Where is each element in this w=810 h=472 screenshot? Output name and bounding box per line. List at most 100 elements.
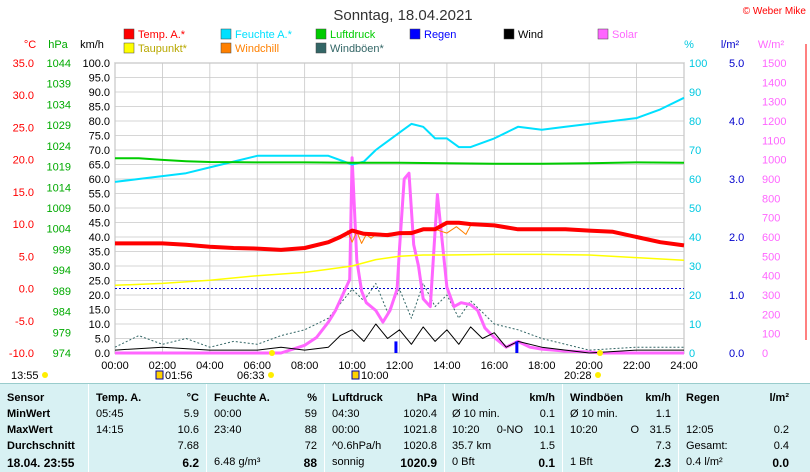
axis-tick-label: 50 <box>689 203 701 215</box>
stats-time: 10:20 <box>570 424 598 436</box>
axis-tick-label: 15.0 <box>89 305 110 317</box>
axis-tick-label: 2.0 <box>729 232 744 244</box>
axis-tick-label: 75.0 <box>89 131 110 143</box>
axis-tick-label-x: 06:00 <box>243 360 271 372</box>
stats-value: 1.1 <box>655 408 671 420</box>
legend-swatch <box>220 42 232 54</box>
axis-tick-label: 90 <box>689 87 701 99</box>
axis-tick-label: 0.0 <box>95 348 110 360</box>
axis-tick-label: 974 <box>53 348 71 360</box>
stats-value: 1020.4 <box>403 408 437 420</box>
stats-value: 0.2 <box>773 424 789 436</box>
stats-time: Ø 10 min. <box>452 408 500 420</box>
axis-tick-label: 1300 <box>762 97 786 109</box>
unit-humidity: % <box>684 39 694 51</box>
stats-unit: °C <box>186 392 199 404</box>
stats-column: Wind km/h Ø 10 min. 10:20 35.7 km 0 Bft 0-NO 0.… <box>444 384 563 472</box>
axis-tick-label: 100 <box>762 329 780 341</box>
stats-time: 14:15 <box>96 424 124 436</box>
event-label: 10:00 <box>361 370 389 382</box>
series-line-taupunkt <box>114 253 685 287</box>
stats-header: Luftdruck <box>332 392 383 404</box>
axis-tick-label: 800 <box>762 193 780 205</box>
axis-tick-label: 15.0 <box>13 187 34 199</box>
stats-header: Feuchte A. <box>214 392 270 404</box>
axis-tick-label: 35.0 <box>13 58 34 70</box>
legend-swatch <box>315 28 327 40</box>
legend-label: Solar <box>612 29 638 41</box>
event-dot <box>42 372 48 378</box>
axis-tick-label: 50.0 <box>89 203 110 215</box>
stats-column: Windböen km/h Ø 10 min. 10:20 1 Bft O 1.1 31.5 7… <box>562 384 679 472</box>
stats-value: 0.0 <box>772 456 789 470</box>
axis-tick-label: 0.0 <box>19 284 34 296</box>
stats-time: 10:20 <box>452 424 480 436</box>
stats-value: 7.68 <box>177 440 199 452</box>
axis-tick-label: 90.0 <box>89 87 110 99</box>
stats-value: 1020.9 <box>400 456 437 470</box>
stats-row-label: 18.04. 23:55 <box>7 456 75 470</box>
axis-tick-label: 5.0 <box>729 58 744 70</box>
axis-marker-dot <box>269 350 275 356</box>
axis-tick-label: 70 <box>689 145 701 157</box>
axis-tick-label-x: 18:00 <box>528 360 556 372</box>
axis-tick-label: 600 <box>762 232 780 244</box>
axis-tick-label: 35.0 <box>89 247 110 259</box>
axis-tick-label: 300 <box>762 290 780 302</box>
axis-tick-label-x: 08:00 <box>291 360 319 372</box>
axis-tick-label: 20 <box>689 290 701 302</box>
legend-swatch <box>409 28 421 40</box>
stats-value: 2.3 <box>654 456 671 470</box>
axis-tick-label: 900 <box>762 174 780 186</box>
axis-tick-label: 80 <box>689 116 701 128</box>
stats-column: Sensor MinWert MaxWert Durchschnitt 18.04. 2… <box>0 384 88 472</box>
axis-tick-label: 1034 <box>47 99 71 111</box>
axis-tick-label: 1039 <box>47 79 71 91</box>
legend-label: Windchill <box>235 43 279 55</box>
stats-value: 7.3 <box>655 440 671 452</box>
axis-tick-label: 100 <box>689 58 707 70</box>
chart-events: 13:55 01:56 06:33 10:00 20:28 <box>11 350 603 382</box>
event-label: 06:33 <box>237 370 265 382</box>
stats-time: 1 Bft <box>570 456 593 468</box>
axis-tick-label: 200 <box>762 309 780 321</box>
axis-tick-label: 979 <box>53 327 71 339</box>
axis-tick-label: 40 <box>689 232 701 244</box>
axis-tick-label: 45.0 <box>89 218 110 230</box>
axis-tick-label: 65.0 <box>89 160 110 172</box>
stats-value: 1021.8 <box>403 424 437 436</box>
stats-header: Temp. A. <box>96 392 142 404</box>
rain-bar <box>515 341 519 353</box>
unit-temp: °C <box>24 39 36 51</box>
stats-value: 88 <box>304 424 317 436</box>
legend-label: Wind <box>518 29 543 41</box>
axis-tick-label: 1019 <box>47 162 71 174</box>
axis-tick-label-x: 02:00 <box>149 360 177 372</box>
axis-tick-label: 989 <box>53 286 71 298</box>
stats-time: 6.48 g/m³ <box>214 456 261 468</box>
stats-extra: 0-NO <box>496 424 523 436</box>
axis-tick-label: 20.0 <box>89 290 110 302</box>
stats-value: 72 <box>304 440 317 452</box>
stats-unit: l/m² <box>769 392 789 404</box>
axis-tick-label: 70.0 <box>89 145 110 157</box>
axis-tick-label: 95.0 <box>89 73 110 85</box>
stats-time: 0.4 l/m² <box>686 456 723 468</box>
axis-tick-label: 30.0 <box>89 261 110 273</box>
event-label: 01:56 <box>165 370 193 382</box>
unit-hpa: hPa <box>48 39 68 51</box>
legend-swatch <box>123 28 135 40</box>
stats-table: Sensor MinWert MaxWert Durchschnitt 18.04. 2… <box>0 383 810 472</box>
stats-column: Feuchte A.% 00:00 23:40 6.48 g/m³ 59 88 72 88 <box>206 384 325 472</box>
axis-tick-label-x: 24:00 <box>670 360 698 372</box>
stats-unit: hPa <box>416 392 437 404</box>
axis-tick-label: 55.0 <box>89 189 110 201</box>
axis-tick-label: 60 <box>689 174 701 186</box>
axis-tick-label-x: 00:00 <box>101 360 129 372</box>
stats-value: 31.5 <box>649 424 671 436</box>
chart-grid <box>114 62 685 354</box>
legend-label: Temp. A.* <box>138 29 186 41</box>
stats-time: 00:00 <box>214 408 242 420</box>
axis-tick-label-x: 12:00 <box>386 360 414 372</box>
axis-tick-label: 1029 <box>47 120 71 132</box>
